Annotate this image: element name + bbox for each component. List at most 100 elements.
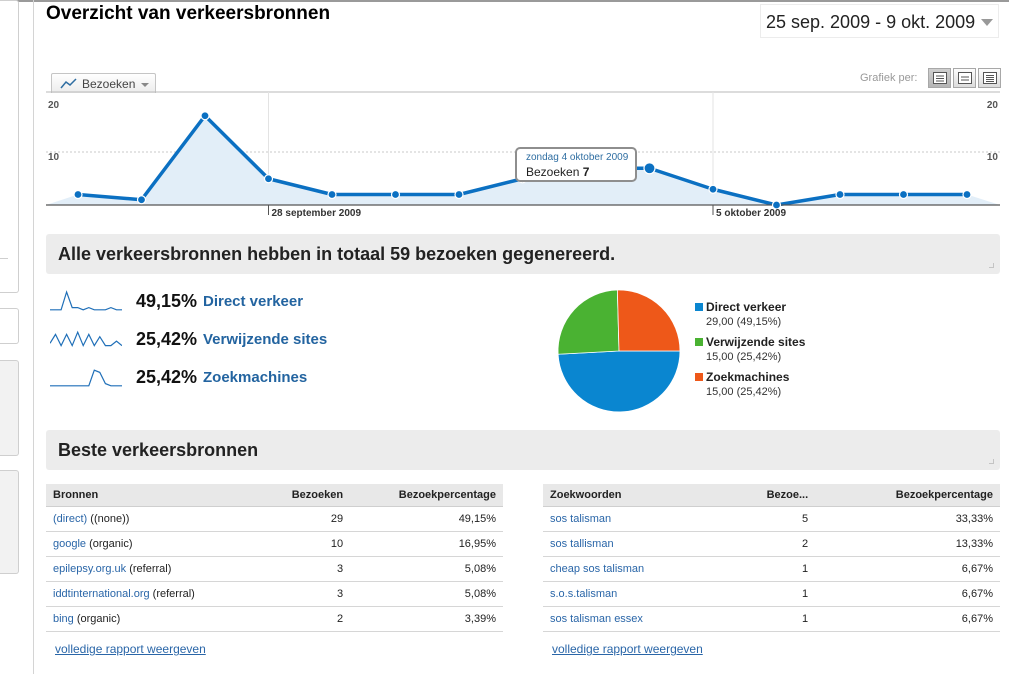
- resize-corner-icon: [989, 263, 994, 268]
- sparkline: [50, 290, 122, 311]
- page-title: Overzicht van verkeersbronnen: [46, 3, 331, 24]
- data-point[interactable]: [73, 189, 83, 200]
- column-header[interactable]: Bronnen: [46, 484, 261, 507]
- visits-cell: 2: [260, 606, 351, 632]
- source-medium: (organic): [86, 537, 133, 550]
- table-row: sos tallisman 2 13,33%: [543, 531, 1000, 557]
- sidebar-divider: [0, 258, 8, 259]
- sparkline-path: [50, 290, 122, 311]
- pie-slice[interactable]: [557, 350, 681, 413]
- sidebar-panel: [0, 0, 19, 293]
- sparkline: [50, 330, 122, 348]
- legend-value: 15,00 (25,42%): [706, 386, 782, 398]
- table-row: sos talisman 5 33,33%: [543, 506, 1000, 532]
- column-header[interactable]: Bezoekpercentage: [350, 484, 503, 507]
- source-cell: iddtinternational.org (referral): [46, 581, 261, 607]
- x-tick-label: 28 september 2009: [272, 208, 362, 219]
- keyword-link[interactable]: s.o.s.talisman: [550, 587, 618, 600]
- chevron-down-icon: [141, 83, 149, 87]
- y-tick-label-right: 10: [987, 152, 999, 163]
- graph-by-label: Grafiek per:: [860, 72, 918, 84]
- legend-swatch: [695, 373, 703, 381]
- table-row: s.o.s.talisman 1 6,67%: [543, 581, 1000, 607]
- visits-cell: 2: [722, 531, 816, 557]
- source-cell: (direct) ((none)): [46, 506, 261, 532]
- data-point[interactable]: [263, 174, 274, 184]
- full-report-link-sources[interactable]: volledige rapport weergeven: [55, 642, 206, 656]
- graph-by-week-button[interactable]: [953, 68, 976, 88]
- percentage-cell: 6,67%: [815, 556, 1000, 582]
- legend-value: 29,00 (49,15%): [706, 316, 782, 328]
- percentage-cell: 5,08%: [350, 556, 503, 582]
- data-point[interactable]: [898, 189, 909, 200]
- sparkline-path: [50, 369, 122, 387]
- keyword-link[interactable]: sos talisman: [550, 512, 612, 525]
- data-point[interactable]: [136, 195, 147, 205]
- table-row: iddtinternational.org (referral) 3 5,08%: [46, 581, 503, 607]
- source-link[interactable]: epilepsy.org.uk: [53, 562, 127, 575]
- source-percentage: 25,42%: [136, 367, 198, 387]
- source-link-direct[interactable]: Direct verkeer: [203, 293, 304, 310]
- keyword-link[interactable]: cheap sos talisman: [550, 562, 645, 575]
- table-row: cheap sos talisman 1 6,67%: [543, 556, 1000, 582]
- percentage-cell: 6,67%: [815, 581, 1000, 607]
- legend-value: 15,00 (25,42%): [706, 351, 782, 363]
- source-link[interactable]: (direct): [53, 512, 88, 525]
- percentage-cell: 49,15%: [350, 506, 503, 532]
- table-row: (direct) ((none)) 29 49,15%: [46, 506, 503, 532]
- y-tick-label-right: 20: [987, 100, 999, 111]
- legend-name: Direct verkeer: [706, 300, 787, 314]
- column-header[interactable]: Bezoekpercentage: [815, 484, 1000, 507]
- source-cell: bing (organic): [46, 606, 261, 632]
- source-medium: ((none)): [87, 512, 130, 525]
- top-sources-title: Beste verkeersbronnen: [58, 440, 259, 460]
- data-point[interactable]: [454, 189, 464, 200]
- graph-by-day-button[interactable]: [928, 68, 951, 88]
- data-point[interactable]: [200, 111, 210, 121]
- tooltip-value-line: Bezoeken 7: [526, 165, 589, 179]
- window-top-border: [0, 0, 1009, 2]
- source-link[interactable]: iddtinternational.org: [53, 587, 150, 600]
- pie-slice[interactable]: [557, 289, 620, 355]
- keyword-cell: cheap sos talisman: [543, 556, 723, 582]
- data-point[interactable]: [835, 189, 845, 200]
- summary-title: Alle verkeersbronnen hebben in totaal 59…: [58, 244, 616, 264]
- data-point[interactable]: [771, 200, 782, 210]
- column-header[interactable]: Bezoe...: [722, 484, 816, 507]
- pie-slice[interactable]: [616, 289, 681, 352]
- keyword-cell: sos tallisman: [543, 531, 723, 557]
- date-range-picker[interactable]: 25 sep. 2009 - 9 okt. 2009: [760, 4, 999, 38]
- date-range-text: 25 sep. 2009 - 9 okt. 2009: [766, 12, 976, 32]
- visits-line-chart[interactable]: 20 20 10 10 28 september 2009 5 oktober 2009: [0, 0, 1009, 225]
- legend-swatch: [695, 303, 703, 311]
- keyword-link[interactable]: sos talisman essex: [550, 612, 643, 625]
- graph-by-month-button[interactable]: [978, 68, 1001, 88]
- keyword-link[interactable]: sos tallisman: [550, 537, 614, 550]
- full-report-link-keywords[interactable]: volledige rapport weergeven: [552, 642, 703, 656]
- visits-cell: 3: [260, 581, 351, 607]
- source-link-referring[interactable]: Verwijzende sites: [203, 331, 328, 348]
- source-link-search[interactable]: Zoekmachines: [203, 369, 308, 386]
- data-point[interactable]: [962, 189, 972, 200]
- data-point[interactable]: [643, 162, 656, 175]
- traffic-sources-pie-chart[interactable]: [556, 288, 682, 414]
- tooltip-date: zondag 4 oktober 2009: [526, 152, 629, 163]
- data-point[interactable]: [327, 189, 337, 200]
- data-point[interactable]: [708, 184, 718, 194]
- data-point[interactable]: [390, 189, 401, 200]
- source-link[interactable]: bing: [53, 612, 74, 625]
- source-link[interactable]: google: [53, 537, 87, 550]
- column-header[interactable]: Zoekwoorden: [543, 484, 723, 507]
- column-header[interactable]: Bezoeken: [260, 484, 351, 507]
- percentage-cell: 33,33%: [815, 506, 1000, 532]
- metric-selector[interactable]: Bezoeken: [51, 73, 156, 93]
- line-chart-icon: [60, 78, 77, 89]
- tooltip-value: 7: [582, 165, 590, 179]
- legend-name: Verwijzende sites: [706, 335, 806, 349]
- keywords-table: Zoekwoorden Bezoe... Bezoekpercentage so…: [543, 484, 1000, 632]
- keyword-cell: sos talisman essex: [543, 606, 723, 632]
- chevron-down-icon[interactable]: [981, 19, 993, 26]
- table-header-row: Bronnen Bezoeken Bezoekpercentage: [46, 484, 503, 507]
- summary-header: Alle verkeersbronnen hebben in totaal 59…: [46, 234, 1000, 274]
- table-header-row: Zoekwoorden Bezoe... Bezoekpercentage: [543, 484, 1000, 507]
